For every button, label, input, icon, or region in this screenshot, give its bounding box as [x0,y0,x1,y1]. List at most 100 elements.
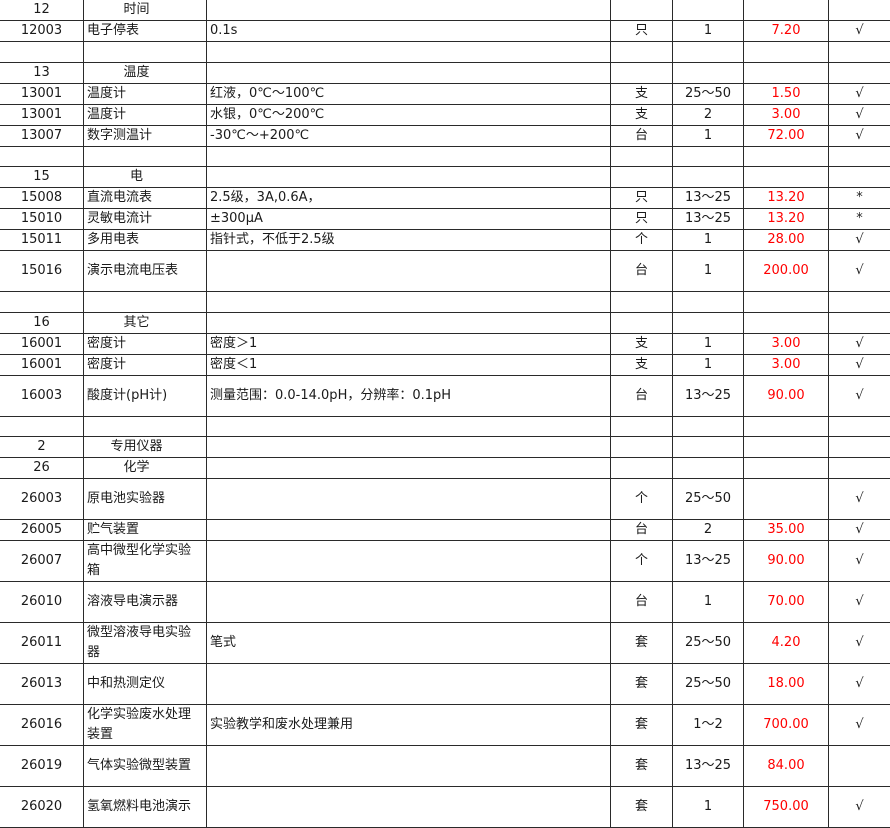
item-price-cell[interactable] [744,167,829,188]
item-price-cell[interactable]: 3.00 [744,104,829,125]
item-unit-cell[interactable] [611,42,673,63]
item-code-cell[interactable] [0,416,84,437]
item-mark-cell[interactable]: √ [829,21,890,42]
item-price-cell[interactable]: 18.00 [744,664,829,705]
item-code-cell[interactable]: 16 [0,312,84,333]
item-name-cell[interactable] [84,292,207,313]
item-name-cell[interactable]: 氢氧燃料电池演示 [84,787,207,828]
item-spec-cell[interactable]: 密度＞1 [207,333,611,354]
item-mark-cell[interactable] [829,42,890,63]
item-unit-cell[interactable]: 套 [611,787,673,828]
item-code-cell[interactable]: 26010 [0,582,84,623]
item-spec-cell[interactable] [207,664,611,705]
item-quantity-cell[interactable] [673,146,744,167]
item-name-cell[interactable]: 化学 [84,458,207,479]
item-price-cell[interactable]: 3.00 [744,354,829,375]
item-mark-cell[interactable] [829,146,890,167]
item-spec-cell[interactable] [207,458,611,479]
item-name-cell[interactable]: 其它 [84,312,207,333]
item-name-cell[interactable] [84,416,207,437]
item-mark-cell[interactable]: √ [829,623,890,664]
item-price-cell[interactable]: 4.20 [744,623,829,664]
item-mark-cell[interactable]: √ [829,104,890,125]
item-quantity-cell[interactable] [673,292,744,313]
item-unit-cell[interactable] [611,416,673,437]
item-price-cell[interactable]: 700.00 [744,705,829,746]
item-name-cell[interactable]: 直流电流表 [84,188,207,209]
item-code-cell[interactable] [0,292,84,313]
item-price-cell[interactable]: 13.20 [744,209,829,230]
item-price-cell[interactable] [744,42,829,63]
item-unit-cell[interactable]: 支 [611,104,673,125]
item-spec-cell[interactable] [207,541,611,582]
item-spec-cell[interactable] [207,479,611,520]
item-price-cell[interactable]: 7.20 [744,21,829,42]
item-code-cell[interactable]: 15008 [0,188,84,209]
item-name-cell[interactable] [84,42,207,63]
item-unit-cell[interactable]: 个 [611,541,673,582]
item-name-cell[interactable]: 气体实验微型装置 [84,746,207,787]
item-spec-cell[interactable]: 水银，0℃～200℃ [207,104,611,125]
item-mark-cell[interactable]: √ [829,354,890,375]
item-quantity-cell[interactable]: 13～25 [673,746,744,787]
item-spec-cell[interactable] [207,312,611,333]
item-code-cell[interactable]: 12 [0,0,84,21]
item-code-cell[interactable]: 26020 [0,787,84,828]
item-mark-cell[interactable]: √ [829,705,890,746]
item-spec-cell[interactable] [207,62,611,83]
item-spec-cell[interactable]: 红液，0℃～100℃ [207,83,611,104]
item-spec-cell[interactable]: 测量范围：0.0-14.0pH，分辨率：0.1pH [207,375,611,416]
item-quantity-cell[interactable]: 2 [673,104,744,125]
item-unit-cell[interactable]: 台 [611,251,673,292]
item-name-cell[interactable]: 数字测温计 [84,125,207,146]
item-unit-cell[interactable]: 只 [611,188,673,209]
item-mark-cell[interactable]: √ [829,520,890,541]
item-code-cell[interactable]: 15 [0,167,84,188]
item-price-cell[interactable] [744,458,829,479]
item-unit-cell[interactable]: 套 [611,664,673,705]
item-spec-cell[interactable]: -30℃～+200℃ [207,125,611,146]
item-name-cell[interactable]: 温度计 [84,83,207,104]
item-spec-cell[interactable]: ±300μA [207,209,611,230]
item-unit-cell[interactable] [611,146,673,167]
item-unit-cell[interactable] [611,62,673,83]
item-name-cell[interactable]: 溶液导电演示器 [84,582,207,623]
item-name-cell[interactable]: 高中微型化学实验箱 [84,541,207,582]
item-code-cell[interactable]: 16001 [0,333,84,354]
item-mark-cell[interactable]: √ [829,582,890,623]
item-spec-cell[interactable] [207,520,611,541]
item-name-cell[interactable]: 微型溶液导电实验器 [84,623,207,664]
item-code-cell[interactable]: 15010 [0,209,84,230]
item-name-cell[interactable]: 密度计 [84,354,207,375]
item-quantity-cell[interactable]: 1 [673,354,744,375]
item-unit-cell[interactable]: 支 [611,354,673,375]
item-quantity-cell[interactable]: 13～25 [673,188,744,209]
item-mark-cell[interactable]: √ [829,664,890,705]
item-mark-cell[interactable] [829,0,890,21]
item-spec-cell[interactable]: 0.1s [207,21,611,42]
item-spec-cell[interactable]: 指针式，不低于2.5级 [207,230,611,251]
item-price-cell[interactable]: 13.20 [744,188,829,209]
item-code-cell[interactable]: 13 [0,62,84,83]
item-name-cell[interactable]: 电子停表 [84,21,207,42]
item-spec-cell[interactable]: 密度＜1 [207,354,611,375]
item-unit-cell[interactable]: 台 [611,375,673,416]
item-price-cell[interactable]: 70.00 [744,582,829,623]
item-unit-cell[interactable]: 套 [611,705,673,746]
item-price-cell[interactable] [744,437,829,458]
item-mark-cell[interactable]: * [829,188,890,209]
item-name-cell[interactable]: 酸度计(pH计) [84,375,207,416]
item-price-cell[interactable] [744,146,829,167]
item-price-cell[interactable]: 84.00 [744,746,829,787]
item-spec-cell[interactable] [207,42,611,63]
item-quantity-cell[interactable] [673,416,744,437]
item-code-cell[interactable]: 13007 [0,125,84,146]
item-name-cell[interactable]: 专用仪器 [84,437,207,458]
item-mark-cell[interactable] [829,437,890,458]
item-mark-cell[interactable]: √ [829,479,890,520]
item-price-cell[interactable]: 72.00 [744,125,829,146]
item-quantity-cell[interactable]: 1 [673,787,744,828]
item-mark-cell[interactable]: √ [829,375,890,416]
item-mark-cell[interactable] [829,62,890,83]
item-code-cell[interactable] [0,146,84,167]
